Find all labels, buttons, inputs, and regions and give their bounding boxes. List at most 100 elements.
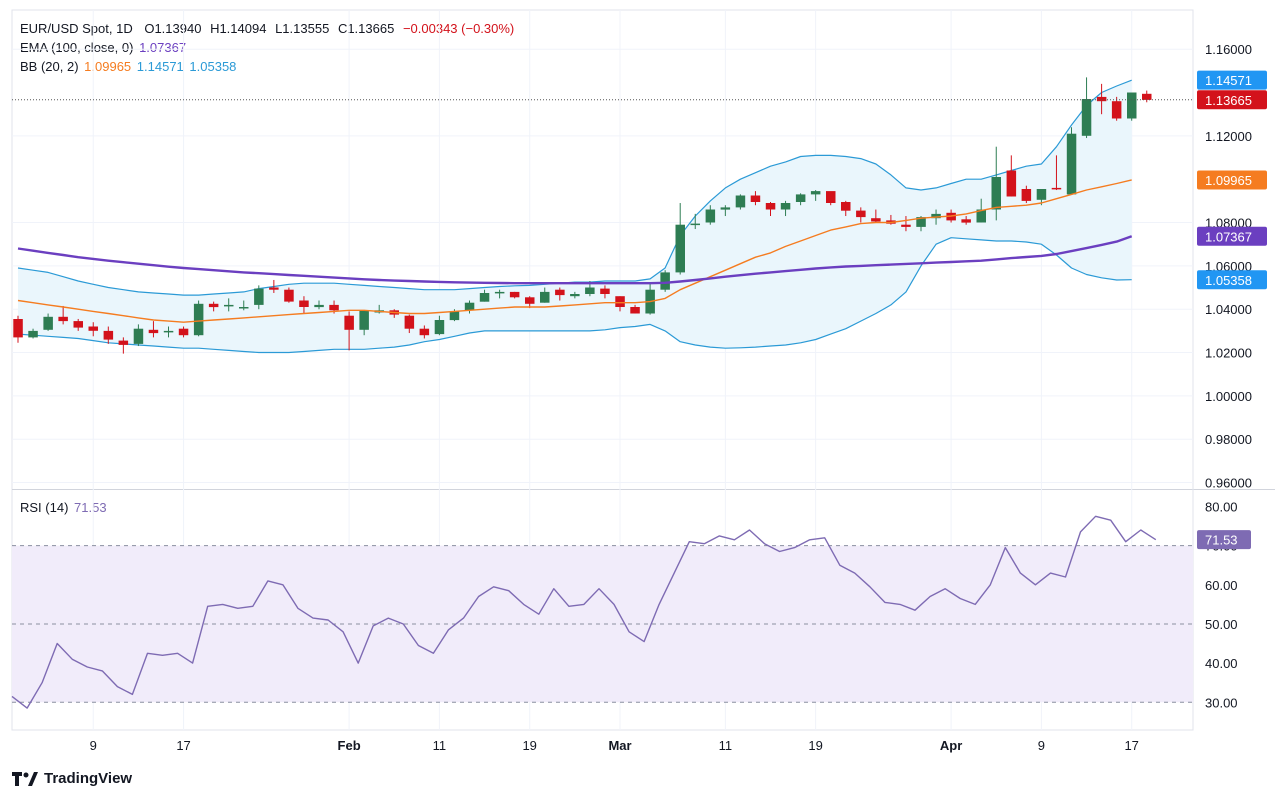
y-tick-label: 0.96000 (1205, 476, 1252, 491)
candle (254, 285, 264, 310)
bb-basis-tag-text: 1.09965 (1205, 173, 1252, 188)
open-value: O1.13940 (144, 21, 202, 36)
candle-body (871, 218, 881, 222)
x-tick-label: 17 (1124, 738, 1138, 753)
ema-tag-bg (1197, 226, 1267, 246)
candle-body (931, 213, 941, 219)
candle (660, 270, 670, 292)
chart-legend-bb: BB (20, 2) 1.09965 1.14571 1.05358 (20, 59, 236, 74)
candle-body (193, 303, 204, 336)
candle-body (1066, 133, 1077, 195)
candle (991, 146, 1001, 221)
candle (359, 310, 369, 336)
bb-lower-line (17, 237, 1132, 354)
candle-body (208, 303, 219, 308)
candle (630, 304, 640, 314)
candle (299, 296, 309, 314)
rsi-value: 71.53 (74, 500, 107, 515)
candle (73, 318, 83, 331)
candle-body (464, 302, 475, 311)
candle (13, 315, 23, 343)
candle (284, 287, 294, 303)
candle-body (1142, 93, 1152, 100)
candle (509, 291, 520, 299)
candle-body (1111, 101, 1122, 119)
candle (193, 300, 204, 337)
candle-body (103, 330, 114, 340)
y-tick-label: 1.00000 (1205, 389, 1252, 404)
candle (419, 325, 430, 339)
candle (178, 326, 189, 338)
bb-lower-tag-bg (1197, 270, 1267, 290)
bb-basis-value: 1.09965 (84, 59, 132, 74)
candle-body (329, 304, 339, 311)
candle (404, 314, 415, 334)
candle (1081, 77, 1092, 139)
candle-body (344, 315, 354, 330)
rsi-tag-bg (1197, 530, 1251, 550)
candle-body (1021, 189, 1032, 201)
candle-body (479, 293, 490, 302)
candle (133, 324, 144, 347)
candle-body (28, 330, 38, 338)
x-tick-label: 11 (433, 738, 447, 753)
candle-body (1096, 96, 1107, 102)
bb-upper-value: 1.14571 (136, 59, 184, 74)
candle-body (359, 310, 369, 330)
candle (750, 191, 761, 206)
candle-body (1081, 99, 1092, 136)
y-tick-label: 1.04000 (1205, 302, 1252, 317)
candle (810, 190, 821, 201)
candle-body (916, 217, 926, 227)
candle-body (404, 315, 415, 329)
high-value: H1.14094 (210, 21, 267, 36)
candle (841, 200, 851, 217)
rsi-label: RSI (14) (20, 500, 69, 515)
candle (103, 326, 114, 344)
candle-body (43, 316, 53, 330)
y-tick-label: 1.06000 (1205, 259, 1252, 274)
candle-body (991, 177, 1001, 210)
bb-lower-tag-text: 1.05358 (1205, 273, 1252, 288)
candle-body (449, 311, 460, 321)
candle (208, 301, 219, 312)
rsi-layer (11, 515, 1193, 709)
bb-basis-tag-bg (1197, 170, 1267, 190)
candle (795, 193, 806, 206)
ema-tag-text: 1.07367 (1205, 229, 1252, 244)
candle-body (705, 209, 716, 223)
candle (871, 209, 881, 223)
bb-lower-value: 1.05358 (189, 59, 237, 74)
rsi-legend: RSI (14) 71.53 (20, 500, 107, 515)
y-tick-label: 1.02000 (1205, 346, 1252, 361)
tradingview-logo[interactable]: TradingView (12, 770, 132, 787)
candle-body (750, 195, 761, 202)
candle (1142, 90, 1152, 103)
last-price-tag-text: 1.13665 (1205, 93, 1252, 108)
candle-body (780, 203, 791, 210)
candle-body (118, 340, 129, 345)
candle (163, 326, 174, 338)
candle (1066, 127, 1077, 195)
candle (705, 205, 716, 225)
candle-body (269, 287, 279, 290)
candle-body (856, 210, 866, 218)
chart-legend-ohlc: EUR/USD Spot, 1D O1.13940 H1.14094 L1.13… (20, 21, 514, 36)
candle (1051, 155, 1062, 191)
candle (720, 205, 731, 217)
candle (58, 305, 68, 325)
bb-fill (18, 80, 1132, 353)
candle (148, 321, 159, 338)
candle (540, 287, 550, 303)
bb-label: BB (20, 2) (20, 59, 79, 74)
candle-body (765, 203, 776, 210)
ema-label: EMA (100, close, 0) (20, 40, 134, 55)
candle (600, 285, 610, 299)
candle (901, 216, 911, 232)
candle (826, 191, 836, 206)
rsi-tick-label: 40.00 (1205, 656, 1238, 671)
low-value: L1.13555 (275, 21, 330, 36)
candle (88, 322, 98, 337)
indicator-lines-layer (12, 99, 1193, 323)
